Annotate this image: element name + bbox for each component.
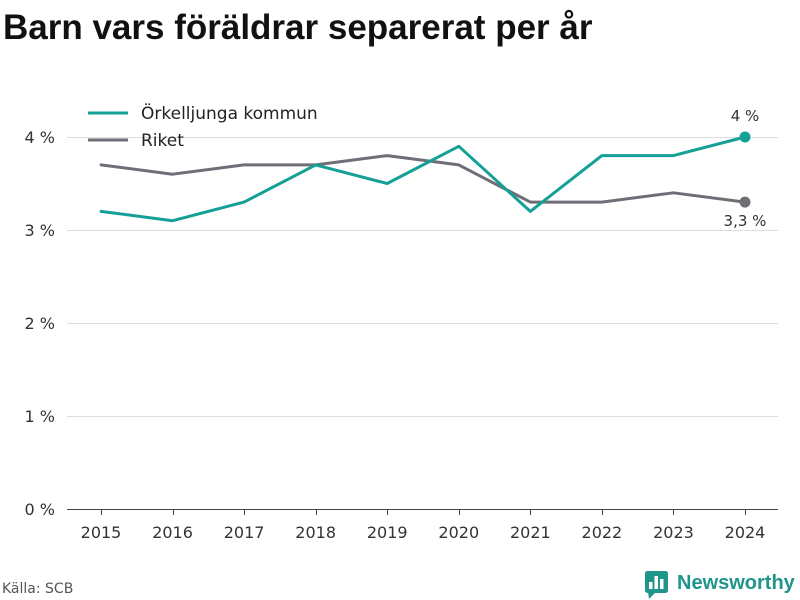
- end-value-labels: 4 % 3,3 %: [724, 107, 767, 230]
- end-marker-riket: [739, 196, 751, 208]
- x-tick-label: 2021: [510, 523, 551, 542]
- end-marker-orkelljunga-kommun: [739, 131, 751, 143]
- data-point: [97, 161, 105, 169]
- data-point: [383, 180, 391, 188]
- logo-icon-pointer: [648, 592, 656, 599]
- data-point: [598, 152, 606, 160]
- y-axis-tick-labels: 0 % 1 % 2 % 3 % 4 %: [25, 128, 55, 519]
- x-tick-label: 2020: [438, 523, 479, 542]
- x-tick-label: 2016: [152, 523, 193, 542]
- newsworthy-logo-text: Newsworthy: [677, 572, 796, 594]
- x-tick-label: 2018: [295, 523, 336, 542]
- plot-area: 0 %1 %2 %3 %4 %2015 2016 2017 2018 2019 2020 2…: [25, 107, 778, 542]
- legend: Örkelljunga kommun Riket: [88, 102, 318, 151]
- y-tick-label: 4 %: [25, 128, 55, 147]
- newsworthy-logo: Newsworthy: [645, 571, 796, 599]
- series-line-riket: [99, 154, 747, 204]
- y-tick-label: 2 %: [25, 314, 55, 333]
- series-riket: [97, 152, 751, 208]
- y-tick-label: 0 %: [25, 500, 55, 519]
- data-point: [669, 189, 677, 197]
- source-note: Källa: SCB: [2, 581, 73, 597]
- x-tick-label: 2019: [367, 523, 408, 542]
- data-point: [240, 198, 248, 206]
- x-tick-label: 2015: [81, 523, 122, 542]
- legend-item-orkelljunga-kommun: Örkelljunga kommun: [88, 102, 318, 124]
- chart-title: Barn vars föräldrar separerat per år: [3, 8, 593, 47]
- data-point: [669, 152, 677, 160]
- legend-label: Örkelljunga kommun: [141, 102, 318, 124]
- data-point: [312, 161, 320, 169]
- logo-icon-bar: [654, 576, 658, 589]
- logo-icon-bar: [660, 579, 664, 589]
- legend-item-riket: Riket: [88, 131, 184, 151]
- legend-label: Riket: [141, 131, 184, 151]
- newsworthy-logo-icon: [645, 571, 668, 599]
- data-point: [169, 170, 177, 178]
- data-point: [526, 207, 534, 215]
- data-point: [169, 217, 177, 225]
- series-line-orkelljunga-kommun: [99, 135, 747, 223]
- x-tick-label: 2017: [224, 523, 265, 542]
- y-tick-label: 1 %: [25, 407, 55, 426]
- series-orkelljunga-kommun: [97, 131, 751, 225]
- data-point: [455, 161, 463, 169]
- data-point: [455, 142, 463, 150]
- data-point: [97, 207, 105, 215]
- series-group: [97, 131, 751, 225]
- x-tick-label: 2022: [582, 523, 623, 542]
- y-gridlines: [67, 137, 778, 417]
- x-tick-label: 2024: [725, 523, 766, 542]
- x-axis-ticks: 2015 2016 2017 2018 2019 2020 2021 2022 2023 2024: [81, 509, 766, 542]
- end-value-label: 3,3 %: [724, 212, 767, 230]
- end-value-label: 4 %: [731, 107, 760, 125]
- data-point: [598, 198, 606, 206]
- y-tick-label: 3 %: [25, 221, 55, 240]
- data-point: [383, 152, 391, 160]
- x-tick-label: 2023: [653, 523, 694, 542]
- data-point: [240, 161, 248, 169]
- logo-icon-bar: [649, 582, 653, 589]
- data-point: [526, 198, 534, 206]
